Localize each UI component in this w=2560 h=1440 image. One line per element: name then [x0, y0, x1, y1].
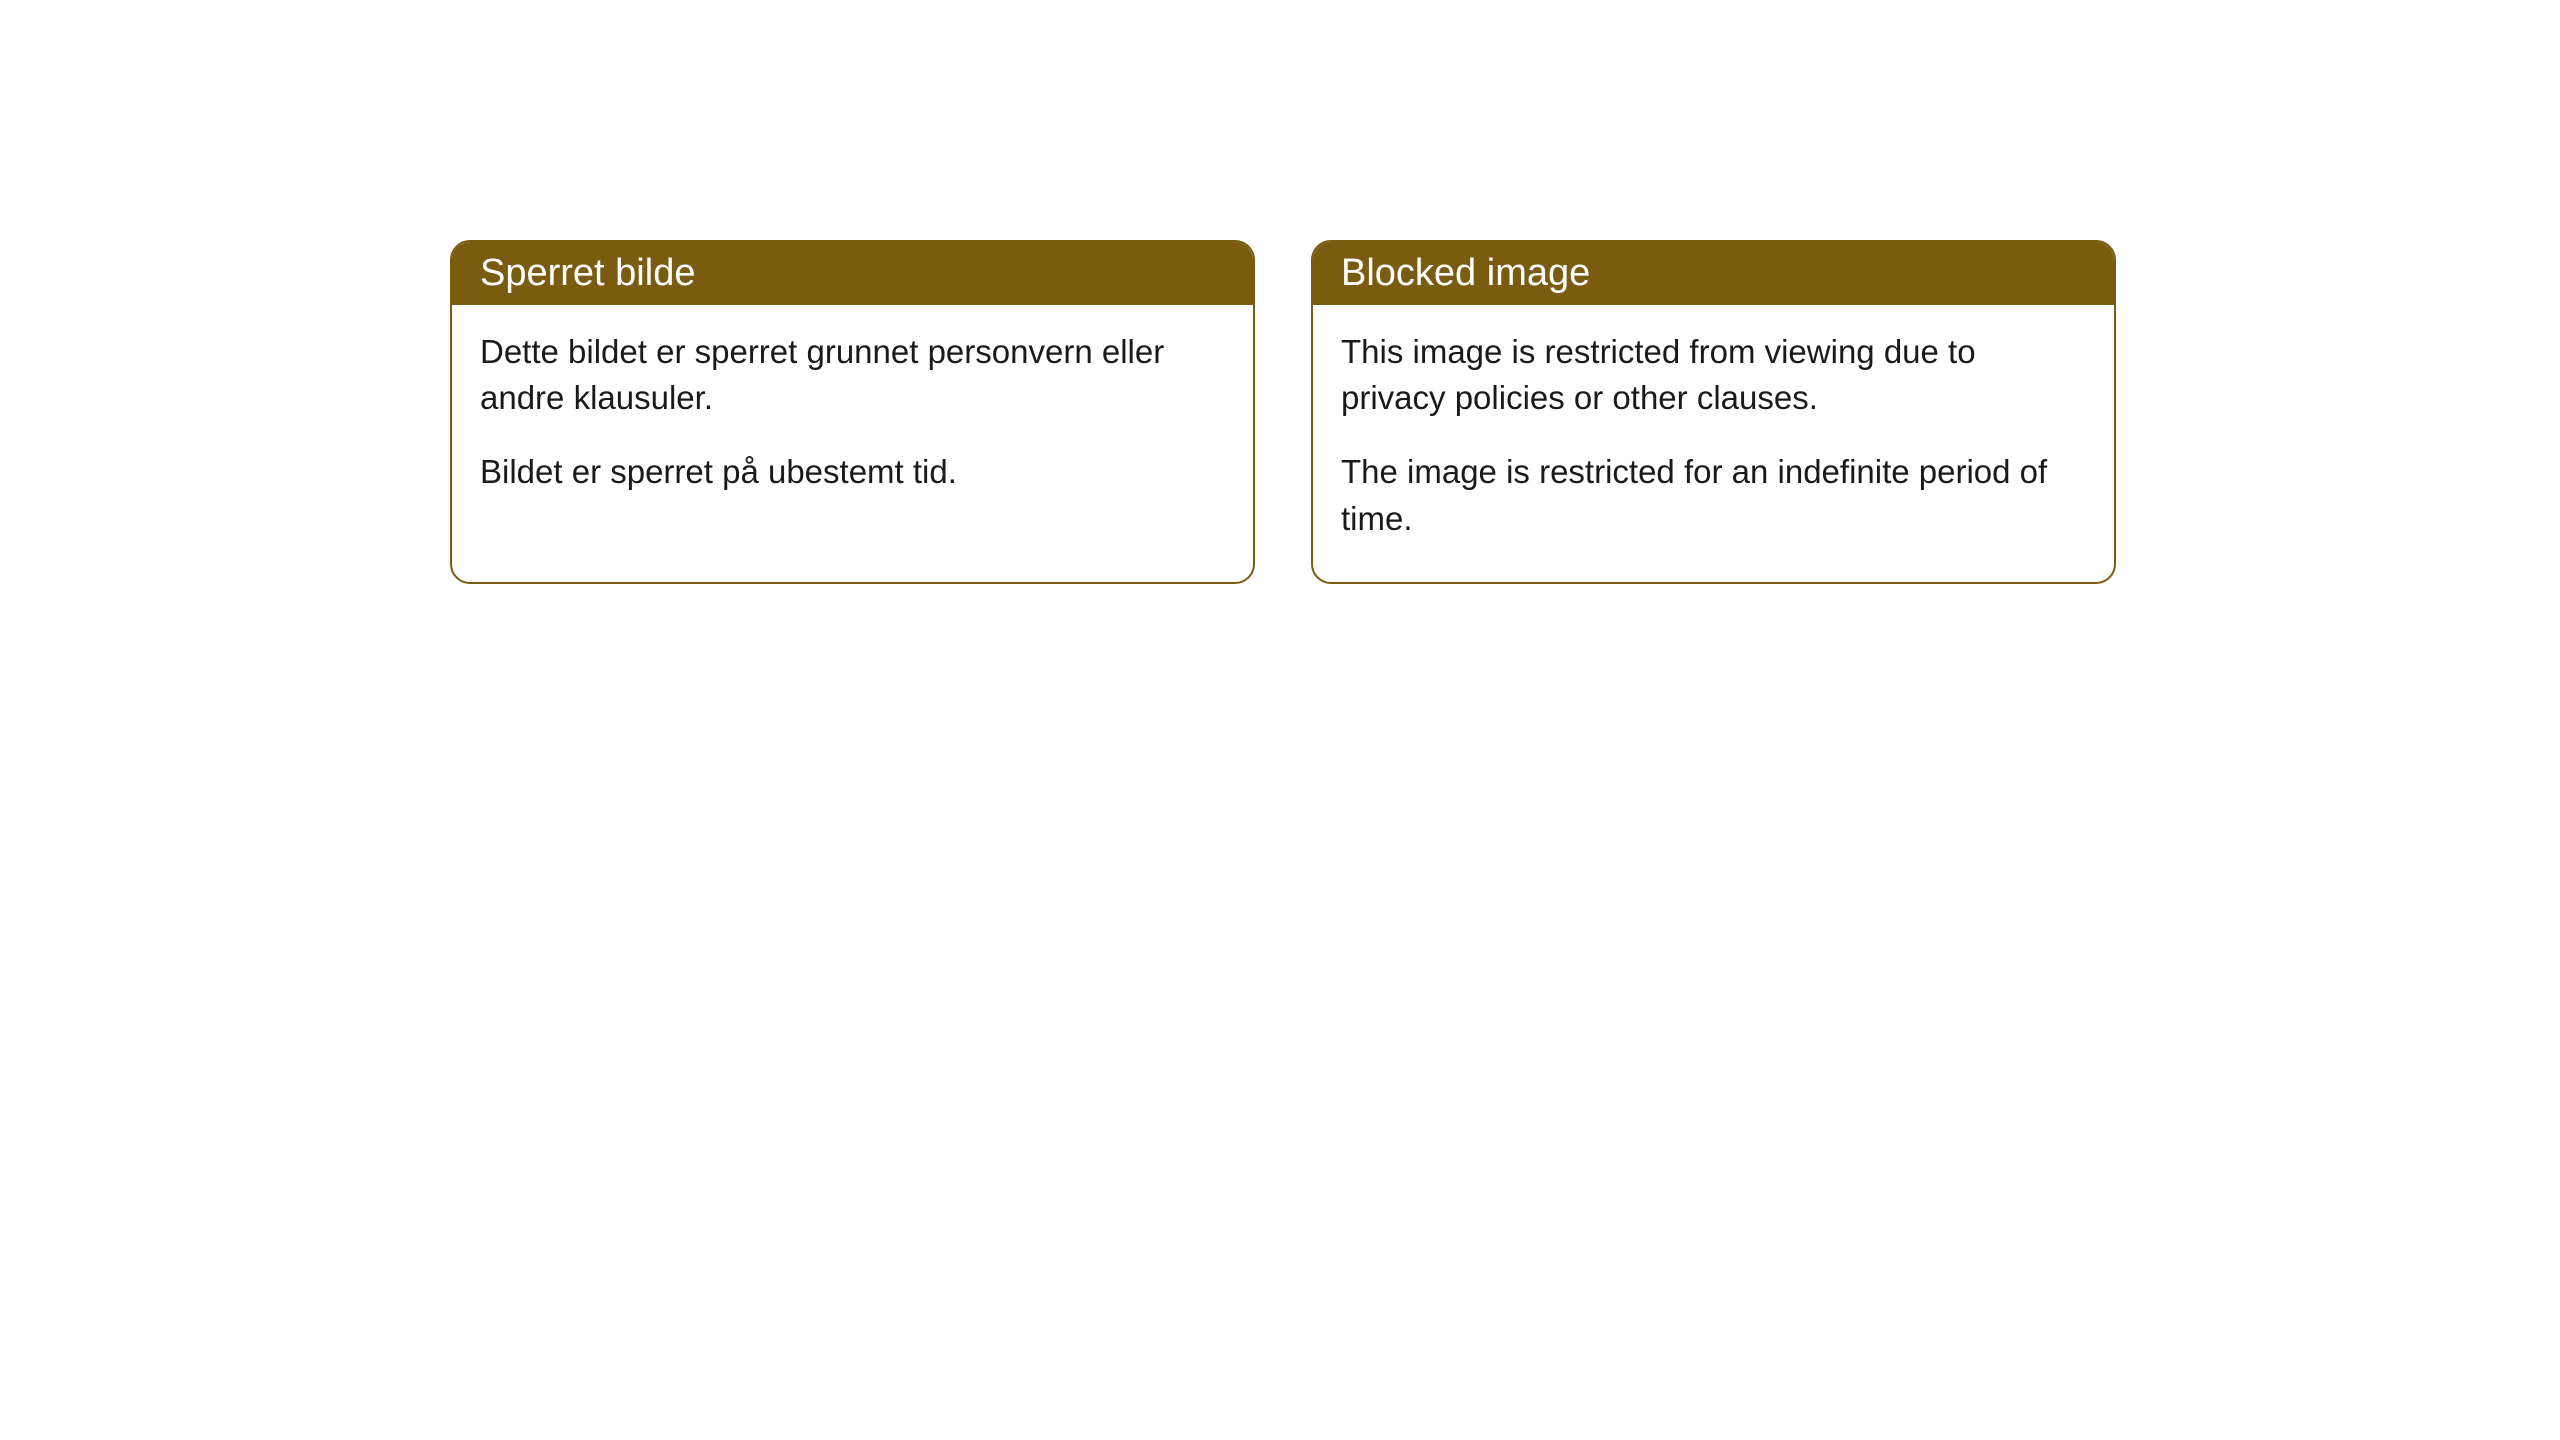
- notice-card-english: Blocked image This image is restricted f…: [1311, 240, 2116, 584]
- body-paragraph: Bildet er sperret på ubestemt tid.: [480, 449, 1225, 495]
- card-header: Sperret bilde: [452, 242, 1253, 305]
- body-paragraph: Dette bildet er sperret grunnet personve…: [480, 329, 1225, 421]
- notice-container: Sperret bilde Dette bildet er sperret gr…: [0, 0, 2560, 584]
- notice-card-norwegian: Sperret bilde Dette bildet er sperret gr…: [450, 240, 1255, 584]
- card-header: Blocked image: [1313, 242, 2114, 305]
- body-paragraph: This image is restricted from viewing du…: [1341, 329, 2086, 421]
- body-paragraph: The image is restricted for an indefinit…: [1341, 449, 2086, 541]
- card-body: This image is restricted from viewing du…: [1313, 305, 2114, 582]
- card-body: Dette bildet er sperret grunnet personve…: [452, 305, 1253, 536]
